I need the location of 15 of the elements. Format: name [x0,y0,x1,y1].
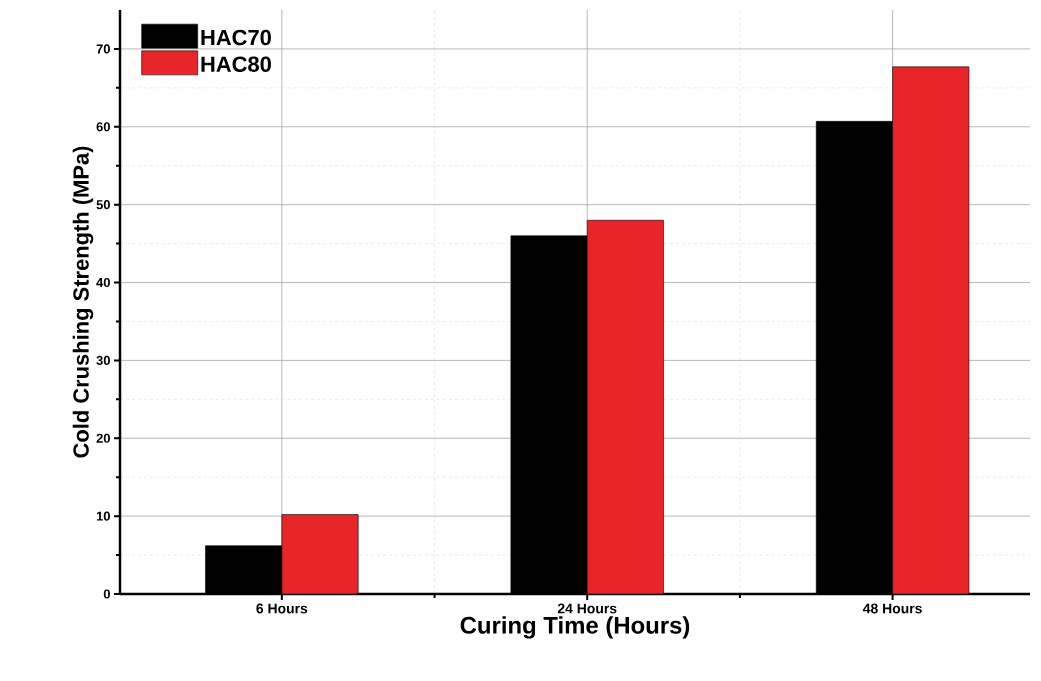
y-tick-label: 50 [96,200,110,210]
x-tick-label: 6 Hours [256,603,308,614]
y-tick-label: 40 [96,277,110,288]
x-tick-label: 24 Hours [557,603,617,614]
x-tick-label: 48 Hours [862,603,922,614]
y-tick-label: 20 [96,433,110,443]
y-axis-title: Cold Crushing Strength (MPa) [72,146,94,458]
y-tick-label: 30 [96,355,110,365]
y-tick-label: 10 [96,511,110,521]
legend-label: HAC80 [201,56,271,72]
y-tick-label: 0 [103,589,110,599]
legend-label: HAC70 [201,29,271,46]
x-axis-title: Curing Time (Hours) [460,616,690,639]
y-tick-label: 60 [96,122,110,132]
y-tick-label: 70 [96,44,110,54]
